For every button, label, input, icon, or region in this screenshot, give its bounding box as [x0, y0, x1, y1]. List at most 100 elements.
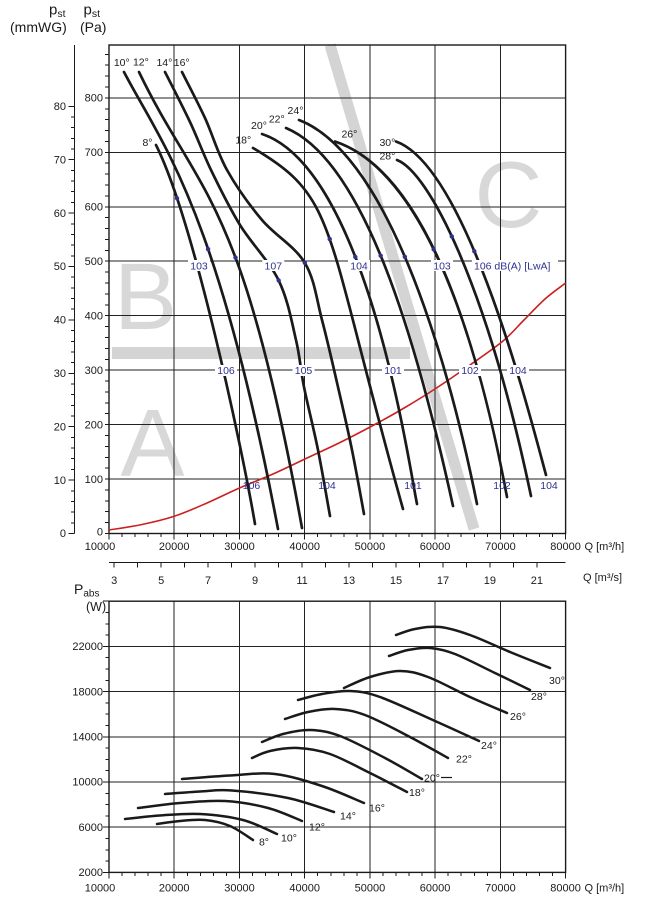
- svg-text:8°: 8°: [142, 137, 152, 149]
- svg-text:13: 13: [343, 575, 355, 587]
- svg-text:pst: pst: [84, 2, 101, 21]
- svg-text:19: 19: [484, 575, 496, 587]
- svg-text:20°: 20°: [424, 773, 440, 785]
- svg-text:100: 100: [85, 474, 103, 486]
- svg-text:14°: 14°: [156, 57, 172, 69]
- svg-text:Q [m³/h]: Q [m³/h]: [585, 541, 625, 553]
- svg-text:24°: 24°: [481, 740, 497, 752]
- svg-text:20°: 20°: [251, 120, 267, 132]
- svg-text:400: 400: [85, 310, 103, 322]
- svg-text:80: 80: [54, 101, 66, 113]
- svg-text:18°: 18°: [235, 134, 251, 146]
- svg-text:50000: 50000: [355, 883, 386, 895]
- svg-text:106: 106: [217, 365, 235, 377]
- svg-text:21: 21: [531, 575, 543, 587]
- svg-text:106 dB(A) [LwA]: 106 dB(A) [LwA]: [474, 261, 551, 273]
- svg-text:B: B: [114, 244, 177, 350]
- svg-text:30000: 30000: [224, 541, 255, 553]
- svg-text:0: 0: [60, 528, 66, 540]
- svg-text:22°: 22°: [456, 754, 472, 766]
- svg-text:12°: 12°: [309, 822, 325, 834]
- svg-text:A: A: [120, 390, 184, 497]
- svg-text:101: 101: [404, 480, 422, 492]
- svg-text:10°: 10°: [281, 833, 297, 845]
- svg-text:15: 15: [390, 575, 402, 587]
- svg-text:101: 101: [384, 365, 402, 377]
- svg-text:pst: pst: [49, 2, 66, 21]
- svg-text:22000: 22000: [72, 641, 103, 653]
- svg-text:10000: 10000: [85, 883, 116, 895]
- svg-text:30°: 30°: [549, 675, 565, 687]
- svg-text:40000: 40000: [289, 541, 320, 553]
- svg-text:17: 17: [437, 575, 449, 587]
- svg-text:20000: 20000: [159, 883, 190, 895]
- svg-text:18000: 18000: [72, 686, 103, 698]
- svg-text:(Pa): (Pa): [80, 19, 106, 35]
- svg-text:500: 500: [85, 256, 103, 268]
- svg-text:10: 10: [54, 475, 66, 487]
- svg-text:28°: 28°: [379, 151, 395, 163]
- svg-text:40: 40: [54, 315, 66, 327]
- svg-text:14000: 14000: [72, 732, 103, 744]
- svg-text:5: 5: [158, 575, 164, 587]
- svg-text:70000: 70000: [485, 541, 516, 553]
- svg-text:20000: 20000: [159, 541, 190, 553]
- svg-text:16°: 16°: [369, 803, 385, 815]
- svg-text:80000: 80000: [550, 541, 581, 553]
- svg-text:30000: 30000: [224, 883, 255, 895]
- svg-text:102: 102: [493, 480, 511, 492]
- svg-text:70000: 70000: [485, 883, 516, 895]
- svg-text:Q [m³/s]: Q [m³/s]: [583, 572, 622, 584]
- svg-text:26°: 26°: [510, 711, 526, 723]
- svg-text:107: 107: [265, 261, 283, 273]
- svg-text:105: 105: [295, 365, 313, 377]
- svg-text:60000: 60000: [420, 541, 451, 553]
- svg-text:14°: 14°: [340, 811, 356, 823]
- svg-text:22°: 22°: [269, 114, 285, 126]
- svg-text:600: 600: [85, 202, 103, 214]
- svg-text:60000: 60000: [420, 883, 451, 895]
- svg-text:60: 60: [54, 208, 66, 220]
- svg-text:C: C: [475, 142, 543, 247]
- svg-text:7: 7: [205, 575, 211, 587]
- svg-text:800: 800: [85, 93, 103, 105]
- svg-text:6000: 6000: [79, 822, 103, 834]
- svg-text:10000: 10000: [72, 777, 103, 789]
- svg-text:16°: 16°: [174, 57, 190, 69]
- svg-text:Q [m³/h]: Q [m³/h]: [585, 883, 625, 895]
- svg-text:30°: 30°: [379, 137, 395, 149]
- svg-text:104: 104: [509, 365, 527, 377]
- svg-text:(W): (W): [86, 600, 106, 614]
- svg-text:40000: 40000: [289, 883, 320, 895]
- svg-text:106: 106: [243, 480, 261, 492]
- svg-text:50000: 50000: [355, 541, 386, 553]
- svg-text:103: 103: [433, 261, 451, 273]
- svg-text:10000: 10000: [85, 541, 116, 553]
- svg-text:200: 200: [85, 419, 103, 431]
- svg-text:104: 104: [540, 480, 558, 492]
- svg-text:10°: 10°: [114, 57, 130, 69]
- svg-text:12°: 12°: [133, 57, 149, 69]
- svg-text:20: 20: [54, 421, 66, 433]
- svg-text:2000: 2000: [79, 867, 103, 879]
- svg-text:18°: 18°: [409, 787, 425, 799]
- svg-text:(mmWG): (mmWG): [10, 19, 67, 35]
- svg-text:50: 50: [54, 261, 66, 273]
- svg-text:24°: 24°: [288, 105, 304, 117]
- svg-text:28°: 28°: [531, 691, 547, 703]
- svg-text:8°: 8°: [259, 837, 269, 849]
- svg-text:300: 300: [85, 365, 103, 377]
- svg-text:700: 700: [85, 147, 103, 159]
- svg-text:3: 3: [111, 575, 117, 587]
- svg-text:102: 102: [461, 365, 479, 377]
- svg-text:Pabs: Pabs: [74, 581, 99, 600]
- svg-text:103: 103: [190, 261, 208, 273]
- svg-text:26°: 26°: [341, 129, 357, 141]
- svg-text:0: 0: [97, 527, 103, 539]
- svg-text:9: 9: [252, 575, 258, 587]
- svg-text:104: 104: [318, 480, 336, 492]
- svg-text:30: 30: [54, 368, 66, 380]
- svg-text:70: 70: [54, 154, 66, 166]
- svg-text:104: 104: [350, 261, 368, 273]
- svg-text:11: 11: [296, 575, 307, 587]
